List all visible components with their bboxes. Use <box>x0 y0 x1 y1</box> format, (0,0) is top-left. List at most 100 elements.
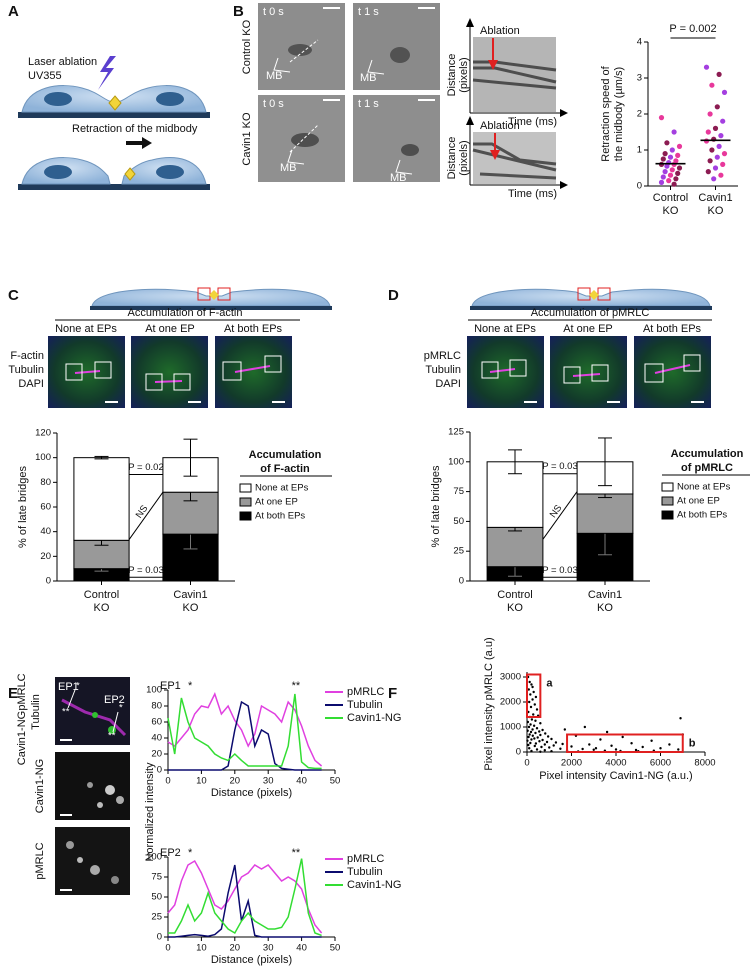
x-tick-label: Control KO <box>497 589 532 614</box>
column-label: At both EPs <box>224 323 283 335</box>
data-point <box>535 708 539 711</box>
data-point <box>534 731 537 735</box>
data-point <box>668 743 671 746</box>
mb-label: MB <box>266 70 283 82</box>
data-point <box>660 174 666 180</box>
panel-letter: C <box>8 287 19 304</box>
line-series <box>168 858 322 937</box>
data-point <box>712 165 719 171</box>
legend-label: Cavin1-NG <box>347 879 401 891</box>
axis-label: Normalized intensity <box>144 762 156 862</box>
data-point <box>526 739 529 742</box>
x-tick-label: 40 <box>296 943 307 954</box>
legend-label: At both EPs <box>255 511 305 522</box>
y-tick-label: 1 <box>637 145 642 156</box>
column-label: At both EPs <box>643 323 702 335</box>
data-point <box>676 143 683 149</box>
panel-letter: B <box>233 3 244 20</box>
bar-segment <box>73 457 130 541</box>
legend-title: Accumulation of F-actin <box>249 449 322 475</box>
y-axis-label: % of late bridges <box>17 466 29 548</box>
data-point <box>658 179 665 185</box>
data-point <box>666 178 672 184</box>
y-tick-label: 3 <box>637 73 642 84</box>
data-point <box>527 743 530 747</box>
row-label: Control KO <box>241 19 253 74</box>
p-value: P = 0.03 <box>128 565 163 576</box>
y-tick-label: 20 <box>151 749 162 760</box>
line-series <box>168 700 322 771</box>
y-axis-label: % of late bridges <box>430 465 442 547</box>
data-point <box>527 725 531 729</box>
ns-label: NS <box>548 503 565 520</box>
data-point <box>705 169 711 175</box>
mb-label: MB <box>390 172 407 184</box>
legend-swatch <box>239 483 252 493</box>
y-tick-label: 20 <box>40 551 51 562</box>
x-axis-label: Distance (pixels) <box>211 787 292 799</box>
data-point <box>675 152 681 158</box>
channel-label: pMRLC <box>16 673 28 710</box>
legend-label: pMRLC <box>347 853 384 865</box>
data-point <box>541 728 544 732</box>
data-point <box>532 724 536 727</box>
x-tick-label: 30 <box>263 943 274 954</box>
channel-label: Tubulin <box>30 694 42 730</box>
y-tick-label: 0 <box>157 765 162 776</box>
annotation: Ablation <box>480 120 520 132</box>
y-tick-label: 100 <box>146 685 162 696</box>
data-point <box>718 172 724 178</box>
column-label: At one EP <box>563 323 613 335</box>
legend-label: At one EP <box>255 497 298 508</box>
data-point <box>630 742 633 745</box>
y-tick-label: 0 <box>459 576 464 587</box>
legend-label: None at EPs <box>255 483 309 494</box>
time-label: t 1 s <box>358 6 379 18</box>
region-label: b <box>689 737 696 749</box>
region-label: a <box>546 677 553 689</box>
channel-label: Cavin1-NG <box>16 711 28 765</box>
annotation: UV355 <box>28 70 62 82</box>
annotation: Ablation <box>480 25 520 37</box>
data-point <box>709 147 715 153</box>
y-axis-label: Pixel intensity pMRLC (a.u) <box>483 637 495 770</box>
channel-label: Cavin1-NG <box>34 759 46 813</box>
bar-segment <box>576 493 634 534</box>
data-point <box>720 161 726 167</box>
y-axis-label: Retraction speed of <box>600 65 612 161</box>
data-point <box>531 728 534 731</box>
data-point <box>721 151 728 157</box>
x-tick-label: 40 <box>296 776 307 787</box>
x-tick-label: Cavin1 KO <box>698 192 732 217</box>
y-tick-label: 3000 <box>500 672 521 683</box>
data-point <box>528 700 531 704</box>
data-point <box>533 703 536 706</box>
data-point <box>718 133 724 139</box>
microscopy-images <box>48 336 711 895</box>
data-point <box>535 727 539 730</box>
time-label: t 0 s <box>263 98 284 110</box>
y-tick-label: 80 <box>40 477 51 488</box>
y-tick-label: 0 <box>157 932 162 943</box>
panel-letter: A <box>8 3 19 20</box>
data-point <box>703 64 710 70</box>
y-tick-label: 4 <box>637 37 642 48</box>
data-point <box>541 738 544 742</box>
axis-label: Time (ms) <box>508 116 557 128</box>
data-point <box>709 82 715 88</box>
x-tick-label: Control KO <box>653 192 688 217</box>
legend-label: None at EPs <box>677 482 731 493</box>
legend-label: Tubulin <box>347 866 383 878</box>
ep-label: EP1 <box>58 681 79 693</box>
data-point <box>662 169 668 175</box>
y-tick-label: 120 <box>35 428 51 439</box>
y-tick-label: 50 <box>151 892 162 903</box>
axis-label: Distance(pixels) <box>446 137 470 180</box>
x-tick-label: 30 <box>263 776 274 787</box>
star: * <box>119 703 123 714</box>
y-tick-label: 75 <box>453 486 464 497</box>
data-point <box>561 742 564 746</box>
data-point <box>667 154 674 160</box>
legend-swatch <box>661 482 674 492</box>
data-point <box>543 743 546 746</box>
